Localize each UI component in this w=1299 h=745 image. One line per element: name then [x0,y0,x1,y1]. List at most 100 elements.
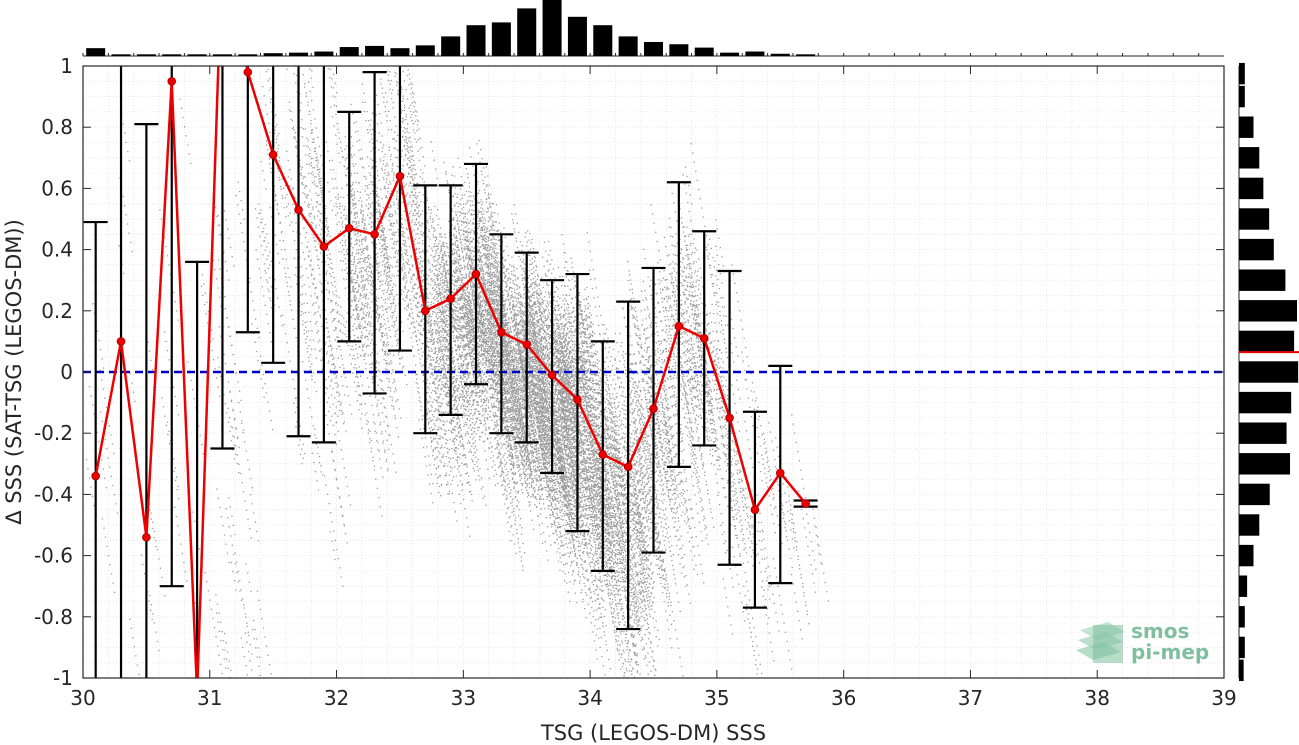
top-hist-bar [441,36,461,56]
top-hist-bar [745,51,765,56]
mean-marker [674,321,684,331]
right-hist-bar [1239,238,1274,261]
top-hist-bar [720,52,740,56]
x-tick-label: 35 [704,686,729,710]
mean-marker [471,269,481,279]
y-tick-label: 1 [60,54,73,78]
mean-marker [395,171,405,181]
right-hist-bar [1239,391,1292,414]
y-tick-label: 0.6 [41,176,73,200]
plot-frame [82,65,1225,679]
error-bar [210,66,235,450]
right-hist-bar [1239,422,1287,444]
top-hist-bar [542,0,562,56]
mean-marker [547,370,557,380]
x-tick-label: 34 [577,686,602,710]
mean-marker [573,395,582,404]
mean-marker [623,462,633,472]
y-axis-label: Δ SSS (SAT-TSG (LEGOS-DM)) [2,219,26,525]
logo-stack-icon [1076,622,1125,663]
x-tick-label: 37 [958,686,983,710]
mean-marker [649,404,658,414]
top-hist-bar [111,54,131,56]
top-hist-bar [466,25,486,56]
error-bar [159,66,184,588]
logo-line1: smos [1131,619,1189,643]
x-axis-label: TSG (LEGOS-DM) SSS [540,721,766,745]
right-histogram [1238,62,1299,682]
top-hist-bar [593,25,613,56]
y-tick-label: -0.8 [34,605,73,629]
right-hist-bar [1239,85,1245,108]
top-hist-bar [187,54,207,56]
top-hist-bar [415,45,435,56]
top-hist-bar [491,22,511,56]
top-hist-bar [289,52,309,56]
mean-marker [497,327,506,337]
right-hist-bar [1239,514,1260,536]
error-bar [134,123,159,678]
top-hist-bar [339,47,359,56]
y-tick-label: 0.8 [41,115,73,139]
mean-marker [294,205,303,215]
top-hist-bar [86,48,106,56]
right-hist-bar [1239,62,1245,85]
x-tick-label: 33 [451,686,476,710]
right-hist-bar [1239,116,1254,138]
mean-marker [522,340,532,349]
mean-marker [775,468,785,478]
right-hist-bar [1239,361,1299,383]
y-tick-label: -0.4 [34,482,73,506]
mean-marker [116,337,126,346]
right-hist-bar [1239,147,1260,169]
right-hist-bar [1239,575,1248,597]
top-hist-bar [643,42,664,56]
mean-marker [167,77,177,86]
y-tick-label: -1 [53,666,73,690]
x-tick-label: 31 [197,686,222,710]
top-hist-bar [162,54,182,56]
right-hist-bar [1239,330,1295,353]
x-tick-label: 38 [1084,686,1109,710]
axis-ticks: 30 31 32 33 34 35 36 37 38 39 1 0.8 0.6 0.4 0.2 0 -0.2 -0… [34,54,1237,710]
right-hist-bar [1239,659,1244,682]
mean-marker [243,67,253,77]
right-hist-bar [1239,606,1245,628]
error-bar [286,66,311,438]
error-bar [311,66,336,444]
error-bar [235,66,260,334]
mean-marker [370,230,379,239]
error-bar [185,260,210,678]
top-hist-bar [694,47,714,56]
error-bar [83,220,108,678]
top-hist-bar [669,44,689,56]
right-hist-bar [1239,483,1270,506]
smos-pi-mep-logo: smos pi-mep [1076,619,1209,664]
y-tick-label: 0.4 [41,238,73,262]
mean-marker [801,499,810,508]
top-hist-bar [567,16,587,56]
top-hist-bar [212,54,232,56]
right-hist-bar [1239,177,1264,200]
x-tick-label: 32 [324,686,349,710]
right-hist-bar [1239,269,1286,291]
y-tick-label: 0 [60,360,73,384]
top-hist-bar [136,54,156,56]
top-hist-bar [238,54,258,56]
top-hist-bar [365,45,385,56]
mean-marker [268,150,278,160]
top-histogram [82,0,1224,57]
x-tick-label: 30 [70,686,95,710]
right-hist-bar [1239,300,1297,322]
right-hist-bar [1239,636,1245,659]
mean-marker [699,334,709,343]
y-tick-label: 0.2 [41,299,73,323]
top-hist-bar [314,51,334,56]
top-hist-bar [517,8,537,56]
mean-line [91,66,810,678]
x-tick-label: 36 [831,686,856,710]
right-hist-bar [1239,544,1254,567]
mean-marker [344,223,354,233]
top-hist-bar [263,53,283,56]
